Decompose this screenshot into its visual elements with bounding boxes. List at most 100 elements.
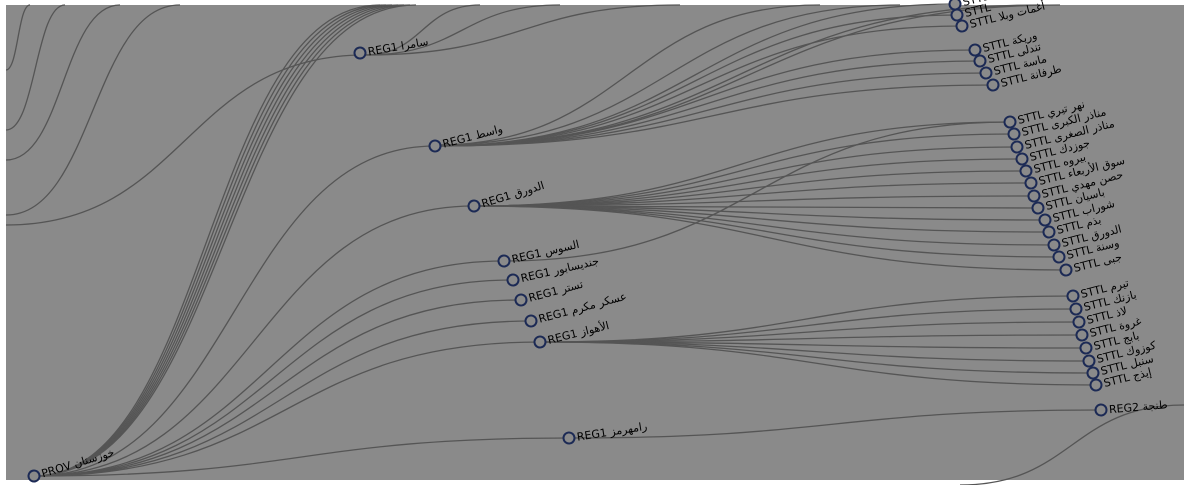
node-label: STTL بابج bbox=[1092, 329, 1140, 353]
tree-link bbox=[473, 195, 1035, 207]
node-circle[interactable] bbox=[1019, 164, 1033, 178]
node-circle[interactable] bbox=[968, 43, 982, 57]
tree-link bbox=[539, 308, 1077, 343]
node-label: STTL وسنة bbox=[1065, 236, 1120, 262]
node-circle[interactable] bbox=[950, 8, 964, 22]
tree-link bbox=[33, 205, 475, 477]
node-circle[interactable] bbox=[1089, 378, 1103, 392]
node-circle[interactable] bbox=[428, 139, 442, 153]
tree-node-sttl[interactable]: STTL غروة bbox=[1075, 314, 1143, 343]
tree-link bbox=[5, 4, 31, 71]
node-type: STTL bbox=[1088, 321, 1118, 340]
node-circle[interactable] bbox=[1052, 250, 1066, 264]
tree-link bbox=[539, 341, 1097, 386]
node-circle[interactable] bbox=[1086, 366, 1100, 380]
tree-link bbox=[568, 409, 1102, 439]
node-circle[interactable] bbox=[562, 431, 576, 445]
node-circle[interactable] bbox=[1047, 238, 1061, 252]
tree-node-sttl[interactable]: STTL بيروه bbox=[1019, 150, 1087, 179]
tree-link bbox=[33, 320, 532, 477]
node-type: STTL bbox=[1032, 157, 1062, 176]
node-circle[interactable] bbox=[986, 78, 1000, 92]
tree-node-sttl[interactable]: STTL جبى bbox=[1059, 250, 1123, 278]
node-name: وسنة bbox=[1091, 236, 1121, 255]
node-circle[interactable] bbox=[1003, 115, 1017, 129]
tree-node-sttl[interactable]: STTL الدورق bbox=[1047, 222, 1123, 253]
node-circle[interactable] bbox=[973, 54, 987, 68]
node-name: بابج bbox=[1118, 329, 1141, 346]
tree-link bbox=[364, 4, 561, 56]
node-circle[interactable] bbox=[1042, 225, 1056, 239]
tree-node-sttl[interactable]: STTL بازنك bbox=[1069, 288, 1138, 317]
tree-link bbox=[33, 4, 393, 477]
node-label: STTL إيذج bbox=[1102, 365, 1153, 389]
tree-link bbox=[364, 4, 681, 56]
tree-link bbox=[33, 4, 381, 477]
node-circle[interactable] bbox=[1072, 315, 1086, 329]
tree-node-sttl[interactable]: STTL لاذ bbox=[1072, 304, 1128, 330]
node-circle[interactable] bbox=[1010, 140, 1024, 154]
tree-node-sttl[interactable]: STTL إيذج bbox=[1089, 365, 1153, 393]
tree-link bbox=[33, 145, 436, 477]
tree-link bbox=[434, 14, 958, 147]
tree-node-sttl[interactable]: STTL باسيان bbox=[1031, 186, 1106, 216]
tree-node-sttl[interactable]: STTL سنبل bbox=[1086, 352, 1155, 381]
node-circle[interactable] bbox=[1024, 176, 1038, 190]
tree-link bbox=[33, 299, 522, 477]
node-circle[interactable] bbox=[1007, 127, 1021, 141]
node-type: STTL bbox=[1028, 145, 1058, 164]
node-name: غروة bbox=[1114, 314, 1143, 333]
node-name: طنجة bbox=[1138, 398, 1168, 413]
node-circle[interactable] bbox=[1079, 341, 1093, 355]
tree-node-sttl[interactable]: STTL تيرم bbox=[1066, 276, 1130, 304]
node-circle[interactable] bbox=[1038, 213, 1052, 227]
node-circle[interactable] bbox=[533, 335, 547, 349]
tree-links bbox=[5, 3, 1184, 485]
tree-node-sttl[interactable]: STTL بابج bbox=[1079, 329, 1141, 356]
tree-node-reg1[interactable]: REG1 رامهرمز bbox=[562, 420, 648, 446]
node-type: STTL bbox=[1051, 206, 1081, 225]
tree-link bbox=[434, 3, 956, 147]
node-name: تستر bbox=[556, 278, 584, 297]
tree-node-reg2[interactable]: REG2 طنجة bbox=[1094, 398, 1168, 417]
node-circle[interactable] bbox=[1031, 201, 1045, 215]
tree-node-reg1[interactable]: REG1 سامرا bbox=[353, 35, 430, 61]
node-circle[interactable] bbox=[514, 293, 528, 307]
node-circle[interactable] bbox=[1066, 289, 1080, 303]
node-type: REG1 bbox=[367, 40, 399, 58]
node-type: STTL bbox=[1092, 334, 1122, 353]
node-circle[interactable] bbox=[1015, 152, 1029, 166]
node-circle[interactable] bbox=[1027, 189, 1041, 203]
node-type: STTL bbox=[1023, 133, 1053, 152]
node-type: STTL bbox=[961, 0, 991, 9]
tree-link bbox=[473, 146, 1018, 207]
node-circle[interactable] bbox=[955, 19, 969, 33]
node-label: STTL بازنك bbox=[1082, 288, 1137, 314]
node-circle[interactable] bbox=[1082, 354, 1096, 368]
tree-node-sttl[interactable]: STTL bbox=[950, 1, 993, 23]
node-circle[interactable] bbox=[497, 254, 511, 268]
node-circle[interactable] bbox=[27, 469, 41, 483]
tree-node-sttl[interactable]: STTL وسنة bbox=[1052, 236, 1120, 265]
node-circle[interactable] bbox=[1075, 328, 1089, 342]
node-circle[interactable] bbox=[467, 199, 481, 213]
node-circle[interactable] bbox=[1059, 263, 1073, 277]
node-circle[interactable] bbox=[524, 314, 538, 328]
node-circle[interactable] bbox=[979, 66, 993, 80]
node-circle[interactable] bbox=[506, 273, 520, 287]
tree-node-sttl[interactable]: STTL ماسة bbox=[979, 52, 1048, 81]
node-type: STTL bbox=[968, 12, 998, 31]
node-type: STTL bbox=[1020, 120, 1050, 139]
node-circle[interactable] bbox=[1069, 302, 1083, 316]
node-type: STTL bbox=[1072, 256, 1102, 275]
node-label: STTL تيرم bbox=[1079, 276, 1130, 300]
tree-node-reg1[interactable]: REG1 تستر bbox=[514, 278, 585, 309]
node-type: REG1 bbox=[576, 426, 608, 444]
tree-node-sttl[interactable]: STTL بذم bbox=[1042, 213, 1103, 240]
node-circle[interactable] bbox=[353, 46, 367, 60]
node-circle[interactable] bbox=[1094, 403, 1108, 417]
tree-link bbox=[5, 4, 121, 161]
tree-node-sttl[interactable]: STTL تندلى bbox=[973, 40, 1042, 69]
